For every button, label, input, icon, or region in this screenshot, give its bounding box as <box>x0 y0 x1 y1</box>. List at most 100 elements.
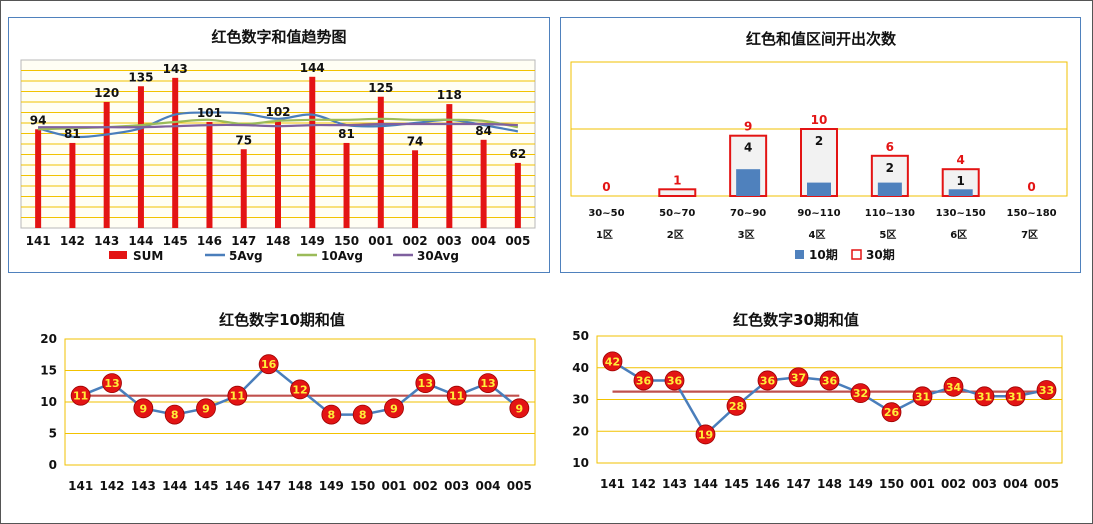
x-tick-label: 141 <box>26 234 51 248</box>
x-tick-label: 90~110 <box>797 208 840 219</box>
data-label: 36 <box>760 374 776 387</box>
data-point <box>1036 380 1057 400</box>
data-point <box>881 402 902 423</box>
x-zone-label: 3区 <box>738 229 755 241</box>
chart-panel-30-sum: 红色数字30期和值 10 20 30 40 50 42 36 36 19 28 36 37 36 32 26 3… <box>560 305 1080 495</box>
data-point <box>102 373 122 393</box>
data-label: 31 <box>915 390 930 403</box>
x-tick-label: 147 <box>231 234 256 248</box>
x-tick-label: 130~150 <box>936 208 986 219</box>
x-tick-label: 004 <box>1003 477 1028 491</box>
data-label: 12 <box>292 383 307 396</box>
x-tick-label: 143 <box>662 477 687 491</box>
y-tick-label: 30 <box>572 393 589 407</box>
legend-label: 10Avg <box>321 249 363 263</box>
x-tick-label: 150 <box>334 234 359 248</box>
data-label-30: 0 <box>602 180 610 194</box>
data-point <box>633 370 654 391</box>
y-tick-label: 10 <box>572 456 589 470</box>
data-label: 101 <box>197 106 222 120</box>
bar-sum <box>275 120 281 228</box>
legend-label: 30Avg <box>417 249 459 263</box>
data-label: 9 <box>140 402 148 415</box>
chart-title: 红色数字和值趋势图 <box>211 28 346 46</box>
data-label: 9 <box>202 402 210 415</box>
x-tick-label: 141 <box>68 479 93 493</box>
data-label: 13 <box>418 377 433 390</box>
x-tick-label: 142 <box>631 477 656 491</box>
data-label: 84 <box>475 124 492 138</box>
data-label: 143 <box>163 62 188 76</box>
chart-panel-interval-counts: 红色和值区间开出次数 0 1 9 10 6 4 0 4 2 2 1 30~50 50~70 70~90 90~… <box>560 17 1081 273</box>
x-tick-label: 143 <box>94 234 119 248</box>
y-tick-label: 10 <box>40 395 57 409</box>
data-label: 81 <box>64 127 81 141</box>
data-point <box>974 386 995 407</box>
data-label-30: 4 <box>957 153 965 167</box>
bar-sum <box>343 142 350 228</box>
data-label: 11 <box>449 390 464 403</box>
x-tick-label: 004 <box>471 234 496 248</box>
bar-sum <box>309 76 316 228</box>
data-point <box>321 404 342 425</box>
ten-period-sum-chart: 红色数字10期和值 0 5 10 15 20 11 13 9 8 9 11 16 12 8 8 9 13 11 13 9… <box>40 311 536 493</box>
data-point <box>352 404 373 425</box>
data-label: 135 <box>128 70 153 84</box>
data-label: 34 <box>946 381 962 394</box>
data-label-30: 9 <box>744 120 752 134</box>
y-tick-label: 20 <box>40 332 57 346</box>
data-label: 75 <box>235 133 252 147</box>
data-point <box>850 383 871 404</box>
data-label: 11 <box>230 390 245 403</box>
x-tick-label: 148 <box>265 234 290 248</box>
x-tick-label: 146 <box>755 477 780 491</box>
data-label: 36 <box>667 374 683 387</box>
x-tick-label: 145 <box>163 234 188 248</box>
data-label: 19 <box>698 428 713 441</box>
x-zone-label: 7区 <box>1021 229 1038 241</box>
data-point <box>290 379 310 400</box>
legend-label: 10期 <box>809 247 838 262</box>
data-label-10: 4 <box>744 141 752 155</box>
data-label: 28 <box>729 400 744 413</box>
y-tick-label: 50 <box>572 329 589 343</box>
legend-label: SUM <box>133 249 163 263</box>
x-tick-label: 003 <box>437 234 462 248</box>
x-tick-label: 144 <box>128 234 153 248</box>
x-tick-label: 149 <box>319 479 344 493</box>
x-tick-label: 003 <box>444 479 469 493</box>
data-label: 13 <box>104 377 119 390</box>
data-point <box>196 398 216 419</box>
data-label-30: 10 <box>811 113 828 127</box>
bar-sum <box>172 77 179 228</box>
x-tick-label: 145 <box>724 477 749 491</box>
data-point <box>788 367 809 388</box>
x-tick-label: 141 <box>600 477 625 491</box>
legend-swatch-sum <box>109 251 127 259</box>
chart-title: 红色数字10期和值 <box>219 311 345 329</box>
chart-title: 红色数字30期和值 <box>733 311 859 329</box>
data-label: 118 <box>437 88 462 102</box>
y-tick-label: 40 <box>572 361 589 375</box>
x-tick-label: 143 <box>131 479 156 493</box>
legend-label: 5Avg <box>229 249 263 263</box>
x-tick-label: 005 <box>507 479 532 493</box>
sum-trend-chart: 红色数字和值趋势图 94 81 120 135 143 101 75 102 144 81 125 74… <box>20 28 536 263</box>
data-point <box>509 398 530 419</box>
data-label: 11 <box>73 390 88 403</box>
bar-sum <box>480 139 487 228</box>
data-label: 16 <box>261 358 277 371</box>
chart-panel-sum-trend: 红色数字和值趋势图 94 81 120 135 143 101 75 102 144 81 125 74… <box>8 17 550 273</box>
x-tick-label: 005 <box>505 234 530 248</box>
x-tick-label: 001 <box>368 234 393 248</box>
data-point <box>943 376 964 397</box>
x-tick-label: 001 <box>381 479 406 493</box>
data-point <box>133 398 154 419</box>
data-label: 9 <box>516 402 524 415</box>
x-tick-label: 144 <box>693 477 718 491</box>
data-point <box>415 373 436 393</box>
data-label: 94 <box>30 113 47 127</box>
data-label: 37 <box>791 371 806 384</box>
data-point <box>602 351 623 372</box>
data-label: 42 <box>605 355 620 368</box>
